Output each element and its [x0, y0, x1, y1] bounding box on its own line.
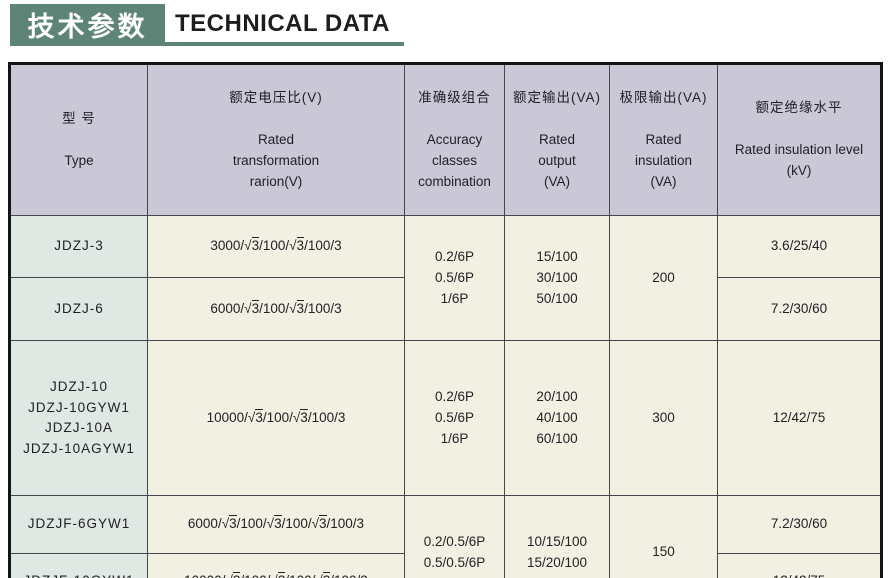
- header-insulation-level: 额定绝缘水平 Rated insulation level (kV): [717, 62, 882, 217]
- insulation-level-cell: 12/42/75: [717, 340, 882, 497]
- section-title-zh: 技术参数: [10, 4, 165, 46]
- header-accuracy-zh: 准确级组合: [418, 89, 491, 105]
- header-insulation-level-en: Rated insulation level (kV): [734, 142, 864, 179]
- header-accuracy-en: Accuracy classes combination: [418, 131, 491, 189]
- header-limit-output: 极限输出(VA) Rated insulation (VA): [609, 62, 718, 217]
- table-header-row: 型 号 Type 额定电压比(V) Rated transformation r…: [9, 62, 882, 217]
- rated-output-cell: 15/100 30/100 50/100: [504, 215, 610, 342]
- header-ratio-en: Rated transformation rarion(V): [232, 131, 320, 189]
- type-cell: JDZJF-6GYW1: [9, 495, 148, 555]
- ratio-cell: 6000/√3/100/√3/100/√3/100/3: [147, 495, 405, 555]
- limit-output-cell: 300: [609, 340, 718, 497]
- header-ratio: 额定电压比(V) Rated transformation rarion(V): [147, 62, 405, 217]
- accuracy-cell: 0.2/6P 0.5/6P 1/6P: [404, 215, 505, 342]
- section-title: 技术参数 TECHNICAL DATA: [10, 4, 404, 46]
- header-rated-output: 额定输出(VA) Rated output (VA): [504, 62, 610, 217]
- table-row-jdzj3: JDZJ-3 3000/√3/100/√3/100/3 0.2/6P 0.5/6…: [9, 215, 882, 342]
- header-type: 型 号 Type: [9, 62, 148, 217]
- accuracy-cell: 0.2/6P 0.5/6P 1/6P: [404, 340, 505, 497]
- limit-output-cell: 150: [609, 495, 718, 578]
- insulation-level-cell: 7.2/30/60: [717, 277, 882, 342]
- insulation-level-cell: 3.6/25/40: [717, 215, 882, 279]
- header-rated-output-en: Rated output (VA): [538, 131, 576, 189]
- type-cell: JDZJ-3: [9, 215, 148, 279]
- accuracy-cell: 0.2/0.5/6P 0.5/0.5/6P: [404, 495, 505, 578]
- ratio-cell: 6000/√3/100/√3/100/3: [147, 277, 405, 342]
- header-type-en: Type: [64, 152, 94, 168]
- ratio-cell: 3000/√3/100/√3/100/3: [147, 215, 405, 279]
- limit-output-cell: 200: [609, 215, 718, 342]
- insulation-level-cell: 12/42/75: [717, 553, 882, 578]
- section-title-en: TECHNICAL DATA: [165, 8, 404, 46]
- header-limit-output-zh: 极限输出(VA): [619, 89, 708, 105]
- table-row-jdzj10-family: JDZJ-10 JDZJ-10GYW1 JDZJ-10A JDZJ-10AGYW…: [9, 340, 882, 497]
- table-row-jdzjf6gyw1: JDZJF-6GYW1 6000/√3/100/√3/100/√3/100/3 …: [9, 495, 882, 578]
- type-cell: JDZJ-6: [9, 277, 148, 342]
- header-limit-output-en: Rated insulation (VA): [634, 131, 693, 189]
- header-rated-output-zh: 额定输出(VA): [513, 89, 601, 105]
- table-row-jdzj6: JDZJ-6 6000/√3/100/√3/100/3 7.2/30/60: [9, 277, 882, 342]
- header-ratio-zh: 额定电压比(V): [229, 89, 323, 105]
- insulation-level-cell: 7.2/30/60: [717, 495, 882, 555]
- type-cell: JDZJ-10 JDZJ-10GYW1 JDZJ-10A JDZJ-10AGYW…: [9, 340, 148, 497]
- ratio-cell: 10000/√3/100/√3/100/√3/100/3: [147, 553, 405, 578]
- header-type-zh: 型 号: [62, 110, 96, 126]
- header-accuracy: 准确级组合 Accuracy classes combination: [404, 62, 505, 217]
- ratio-cell: 10000/√3/100/√3/100/3: [147, 340, 405, 497]
- table-row-jdzjf10gyw1: JDZJF-10GYW1 10000/√3/100/√3/100/√3/100/…: [9, 553, 882, 578]
- type-cell: JDZJF-10GYW1: [9, 553, 148, 578]
- rated-output-cell: 10/15/100 15/20/100: [504, 495, 610, 578]
- header-insulation-level-zh: 额定绝缘水平: [755, 100, 843, 116]
- technical-data-table: 型 号 Type 额定电压比(V) Rated transformation r…: [8, 62, 883, 578]
- rated-output-cell: 20/100 40/100 60/100: [504, 340, 610, 497]
